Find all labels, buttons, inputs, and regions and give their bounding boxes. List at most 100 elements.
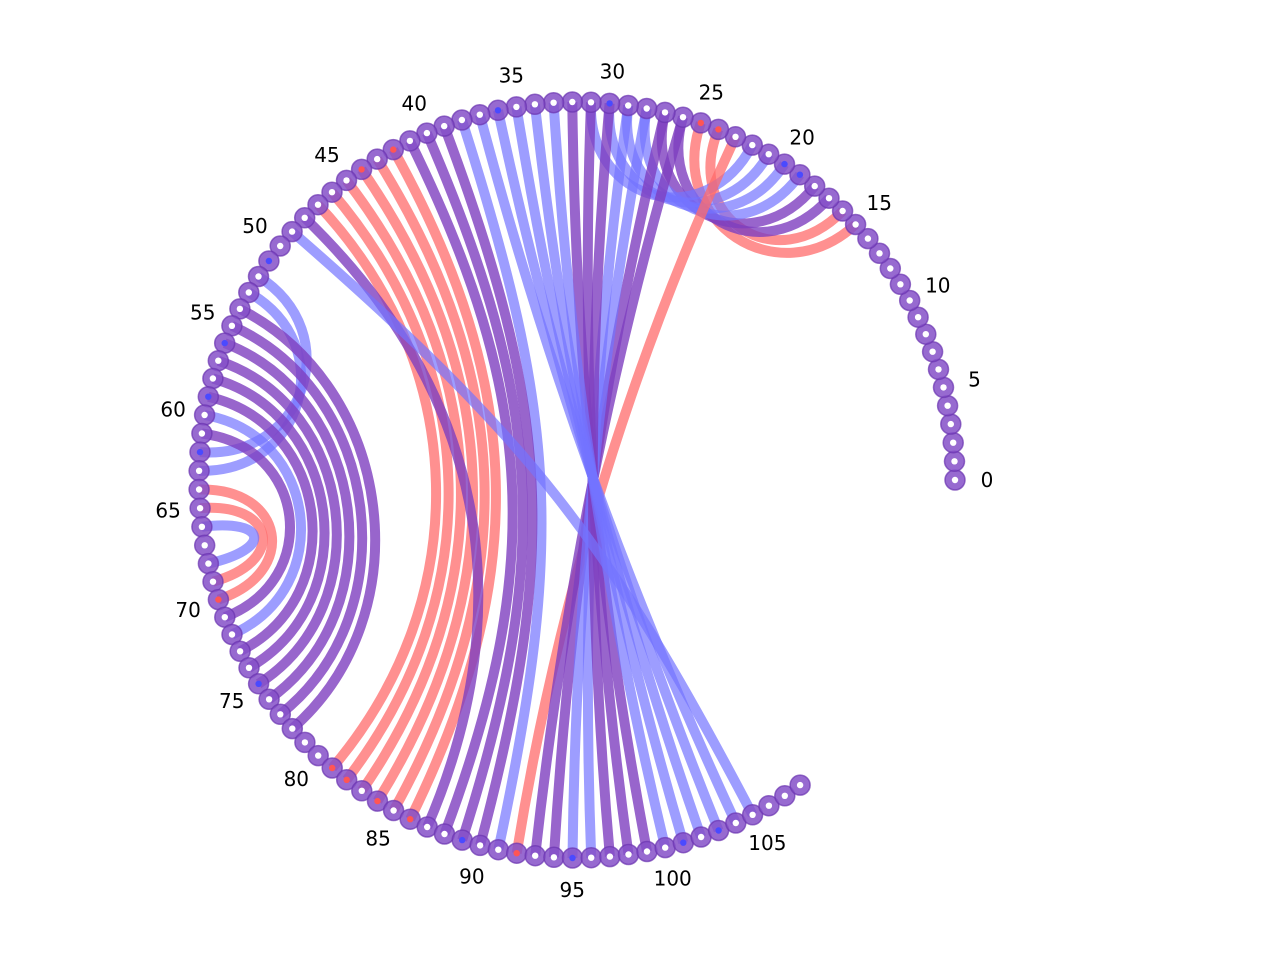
node-center-19 xyxy=(796,171,804,178)
node-center-63 xyxy=(195,467,203,474)
node-center-60 xyxy=(201,411,208,419)
node-center-95 xyxy=(569,854,576,862)
tick-label-25: 25 xyxy=(699,81,724,105)
tick-label-35: 35 xyxy=(499,63,524,87)
tick-label-5: 5 xyxy=(968,368,981,392)
node-center-26 xyxy=(679,114,687,121)
node-center-56 xyxy=(221,339,228,347)
node-center-9 xyxy=(914,314,922,321)
node-center-53 xyxy=(245,289,252,296)
tick-label-50: 50 xyxy=(242,214,267,238)
node-center-33 xyxy=(550,99,557,106)
node-center-51 xyxy=(265,257,273,265)
node-center-87 xyxy=(424,823,431,831)
node-center-55 xyxy=(228,322,236,329)
node-center-38 xyxy=(458,116,466,124)
node-center-32 xyxy=(569,98,576,106)
node-center-96 xyxy=(588,854,595,861)
node-center-101 xyxy=(680,839,687,846)
node-center-10 xyxy=(906,297,913,304)
chord-66-68 xyxy=(201,520,260,569)
node-center-14 xyxy=(864,235,872,242)
tick-label-45: 45 xyxy=(314,143,339,167)
node-center-36 xyxy=(494,107,502,114)
node-center-18 xyxy=(811,182,818,190)
node-center-70 xyxy=(215,596,222,603)
node-center-49 xyxy=(288,228,296,235)
tick-label-60: 60 xyxy=(160,398,185,422)
chord-39-90 xyxy=(439,124,538,847)
chord-61-71 xyxy=(201,428,295,622)
node-center-3 xyxy=(947,420,954,428)
node-center-73 xyxy=(236,648,244,655)
node-center-107 xyxy=(781,792,788,799)
node-center-72 xyxy=(228,631,236,638)
tick-label-65: 65 xyxy=(155,499,180,523)
node-center-30 xyxy=(606,100,613,107)
node-center-8 xyxy=(922,331,929,338)
nodes-layer xyxy=(188,91,966,869)
tick-label-75: 75 xyxy=(219,689,244,713)
node-center-108 xyxy=(796,781,804,789)
node-center-103 xyxy=(715,827,722,834)
tick-label-0: 0 xyxy=(981,468,994,492)
chord-55-77 xyxy=(229,321,368,719)
node-center-22 xyxy=(749,141,756,149)
tick-label-15: 15 xyxy=(866,191,891,215)
node-center-12 xyxy=(887,265,894,272)
tick-label-30: 30 xyxy=(600,60,625,84)
node-center-83 xyxy=(358,787,365,794)
node-center-35 xyxy=(513,103,520,111)
tick-label-100: 100 xyxy=(654,867,692,891)
tick-label-105: 105 xyxy=(748,831,786,855)
node-center-81 xyxy=(329,764,336,772)
node-center-25 xyxy=(697,119,704,127)
chord-53-63 xyxy=(198,288,306,476)
chords-layer xyxy=(198,101,859,859)
node-center-6 xyxy=(935,366,942,373)
chord-41-88 xyxy=(405,138,518,836)
tick-label-85: 85 xyxy=(365,827,390,851)
tick-label-20: 20 xyxy=(789,125,814,149)
node-center-27 xyxy=(661,109,669,116)
chord-57-75 xyxy=(216,355,342,689)
node-center-21 xyxy=(765,151,772,158)
node-center-66 xyxy=(198,523,206,530)
node-center-94 xyxy=(550,854,558,861)
node-center-43 xyxy=(374,155,381,163)
node-center-88 xyxy=(441,830,448,838)
tick-label-90: 90 xyxy=(459,864,484,888)
node-center-64 xyxy=(195,486,203,493)
node-center-59 xyxy=(205,393,212,400)
chord-65-69 xyxy=(199,502,268,587)
node-center-41 xyxy=(406,137,414,145)
chord-42-86 xyxy=(388,147,501,822)
node-center-102 xyxy=(697,833,705,841)
node-center-54 xyxy=(236,305,244,313)
node-center-78 xyxy=(289,725,296,732)
chord-59-73 xyxy=(207,391,318,656)
chord-54-78 xyxy=(237,304,381,733)
node-center-67 xyxy=(201,542,208,549)
chord-49-105 xyxy=(288,227,758,818)
node-center-17 xyxy=(825,195,833,202)
chord-48-87 xyxy=(301,214,484,829)
node-center-100 xyxy=(662,844,669,851)
chord-15-25 xyxy=(689,121,859,258)
node-center-93 xyxy=(532,852,539,859)
node-center-80 xyxy=(315,752,322,759)
tick-label-70: 70 xyxy=(175,598,200,622)
labels-layer: 0 5 10 15 20 25 30 35 40 45 50 55 60 65 70 75 80 85 90 95 10… xyxy=(155,60,993,903)
node-center-74 xyxy=(245,664,253,671)
node-center-57 xyxy=(215,357,222,364)
node-center-16 xyxy=(839,207,846,215)
node-center-44 xyxy=(358,166,365,173)
node-center-11 xyxy=(897,281,904,288)
chord-40-89 xyxy=(422,131,528,842)
chord-46-82 xyxy=(328,188,454,783)
node-center-20 xyxy=(781,160,788,168)
chord-58-74 xyxy=(211,373,330,673)
chord-43-85 xyxy=(372,156,490,813)
node-center-52 xyxy=(255,273,262,280)
tick-label-40: 40 xyxy=(401,92,426,116)
